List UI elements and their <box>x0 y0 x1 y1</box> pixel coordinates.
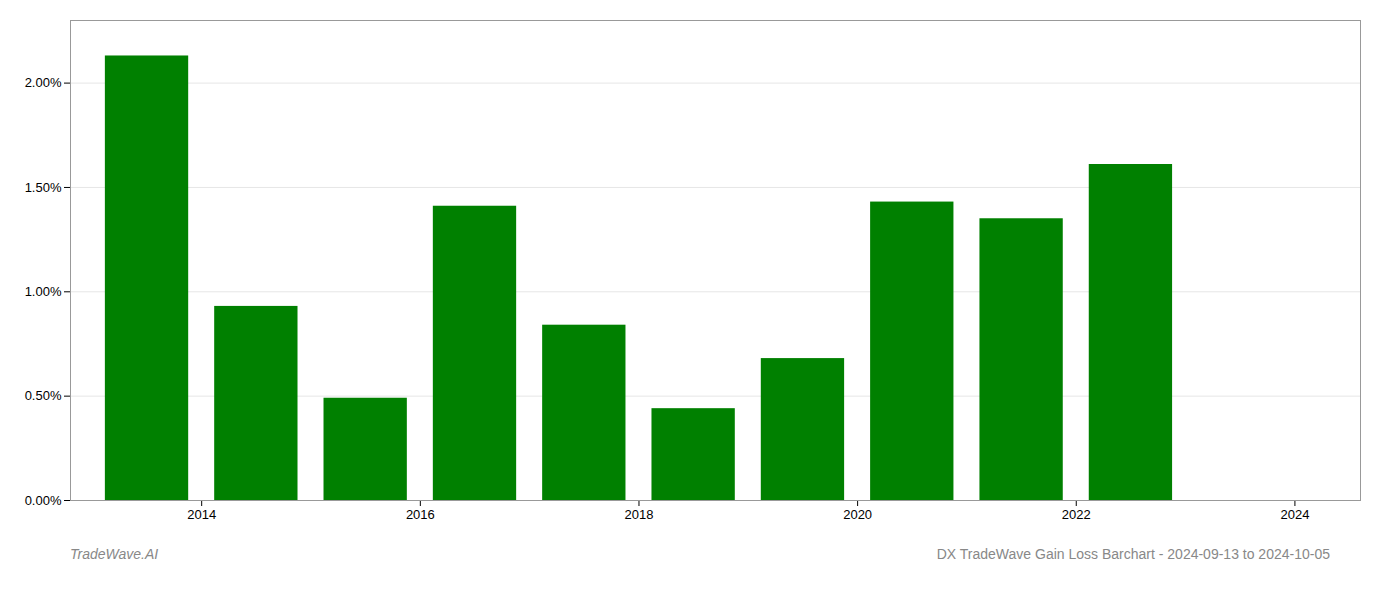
html-text:TradeWave.AI: TradeWave.AI <box>70 546 159 562</box>
svg-text:1.50%: 1.50% <box>25 180 62 195</box>
svg-text:2014: 2014 <box>187 507 216 522</box>
svg-text:2020: 2020 <box>843 507 872 522</box>
svg-text:2016: 2016 <box>406 507 435 522</box>
svg-text:2024: 2024 <box>1280 507 1309 522</box>
svg-text:2.00%: 2.00% <box>25 75 62 90</box>
svg-text:0.00%: 0.00% <box>25 493 62 508</box>
svg-text:2022: 2022 <box>1062 507 1091 522</box>
svg-text:1.00%: 1.00% <box>25 284 62 299</box>
svg-text:0.50%: 0.50% <box>25 388 62 403</box>
html-text:DX TradeWave Gain Loss Barchar: DX TradeWave Gain Loss Barchart - 2024-0… <box>936 546 1330 562</box>
svg-text:2018: 2018 <box>625 507 654 522</box>
